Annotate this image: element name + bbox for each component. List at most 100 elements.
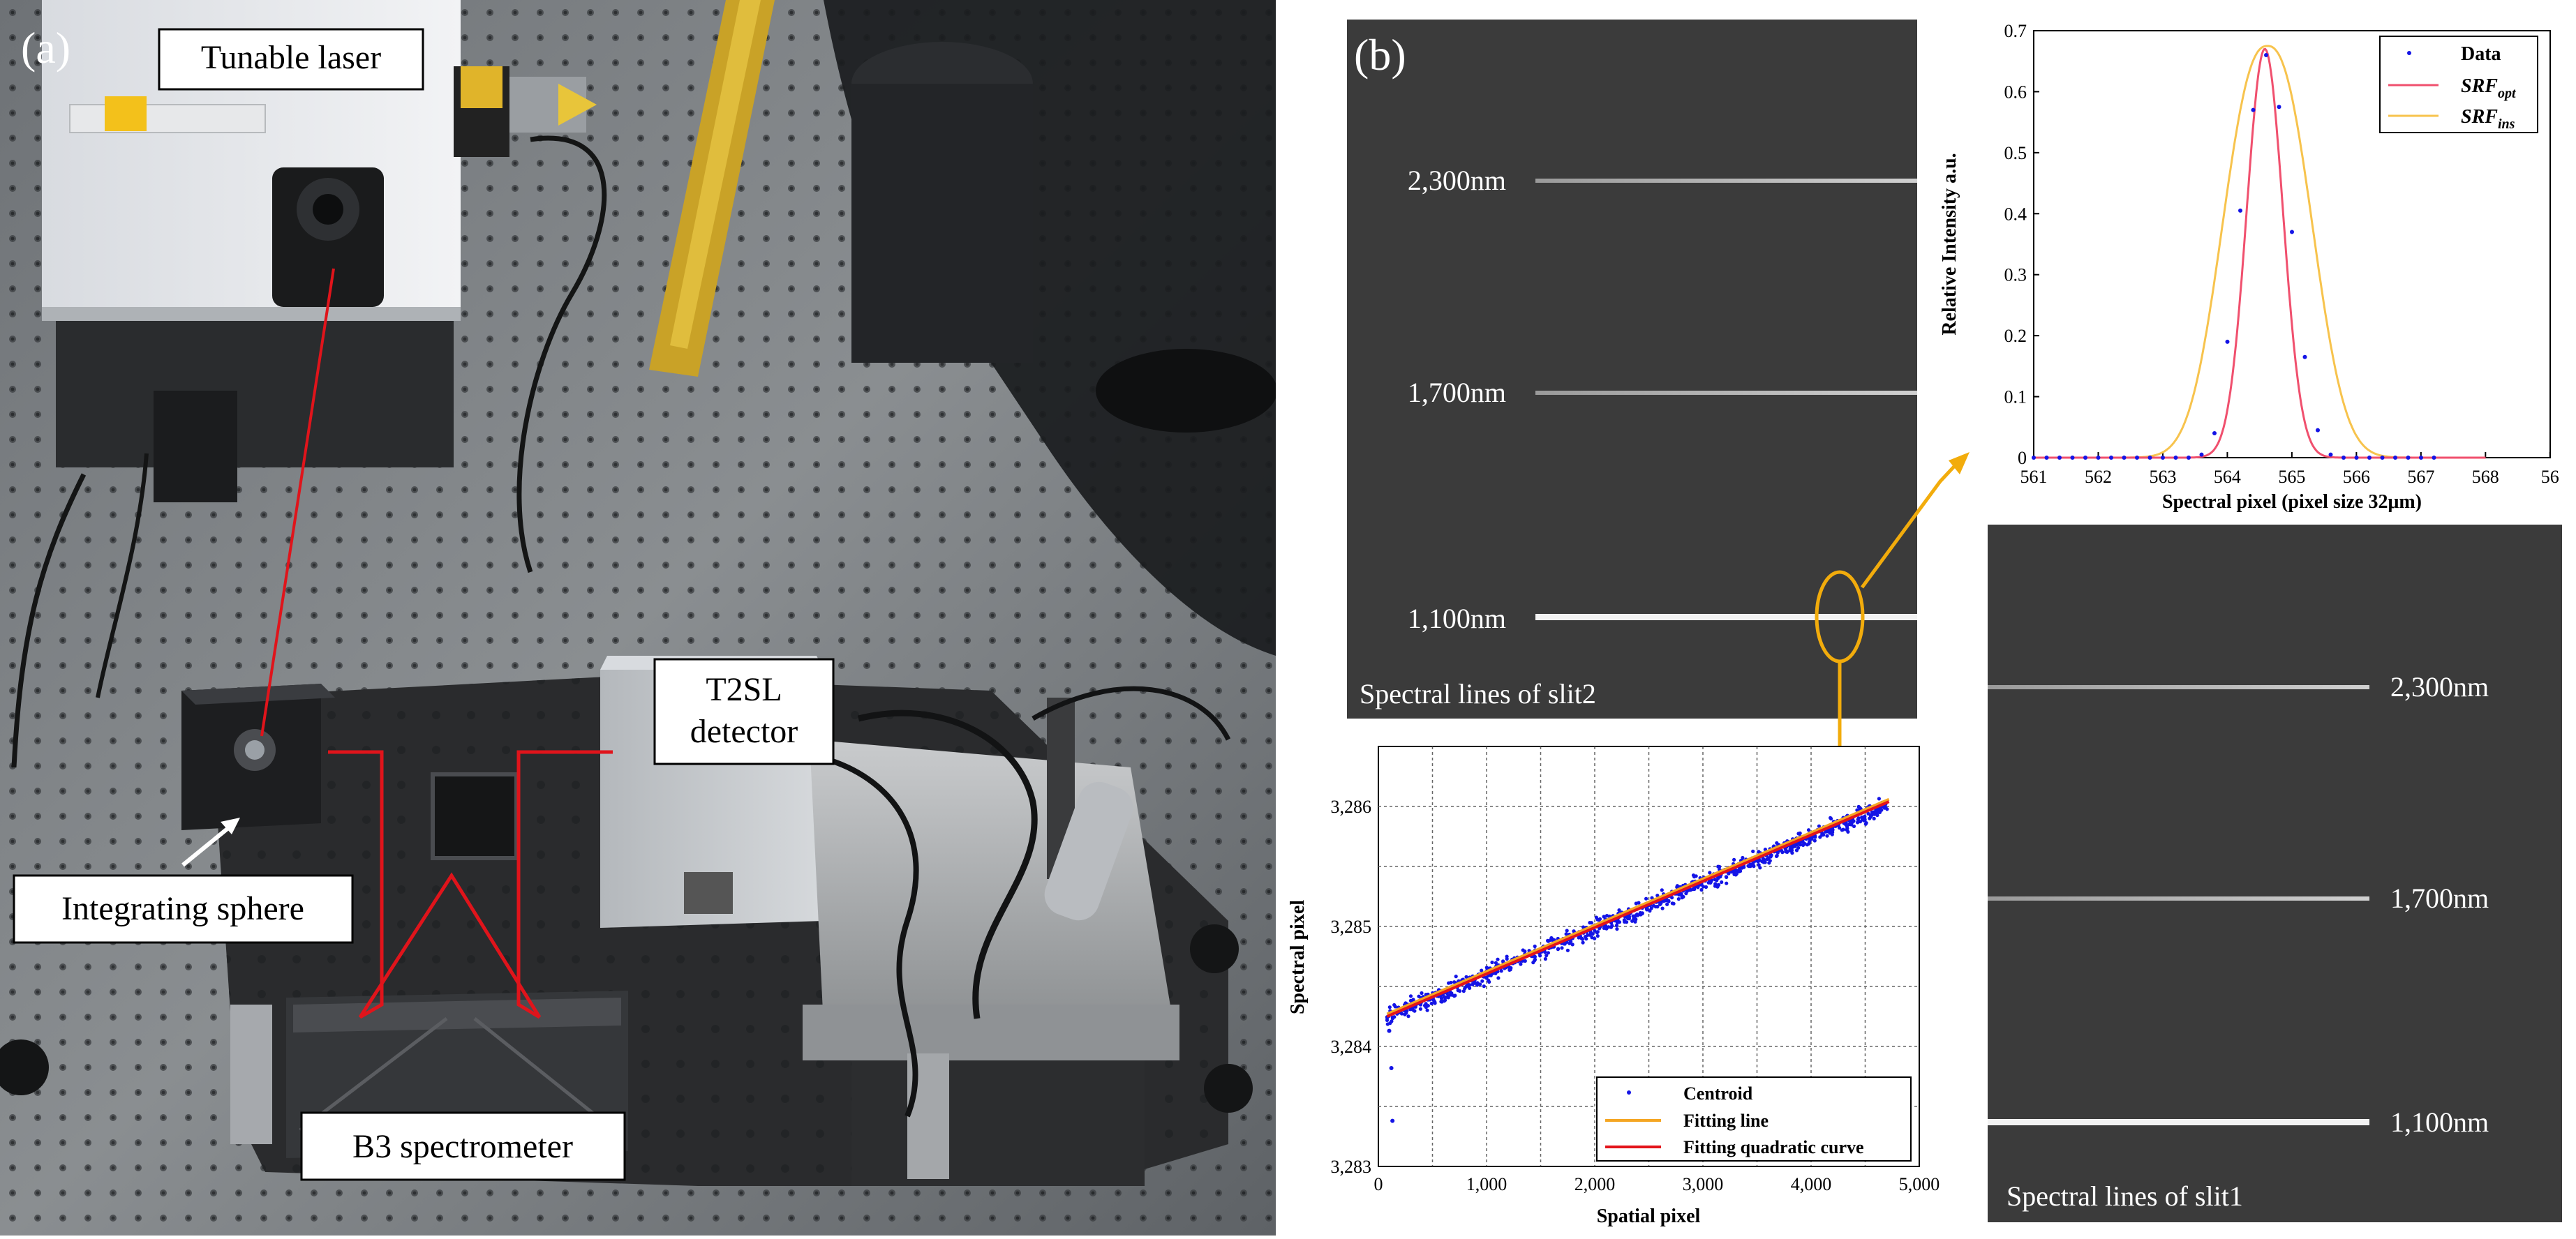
centroid-point [1461,989,1466,993]
centroid-point [1667,899,1671,903]
centroid-point [1568,941,1572,945]
slit1-label-1700: 1,700nm [2390,883,2489,914]
centroid-outlier [1387,1028,1392,1033]
centroid-legend-quad: Fitting quadratic curve [1683,1137,1864,1157]
slit2-line-1100 [1535,614,1917,620]
centroid-point [1826,829,1830,833]
srf-legend-ins: SRFins [2461,106,2515,132]
srf-data-point [2032,456,2036,460]
centroid-point [1480,979,1484,983]
srf-data-point [2251,107,2256,112]
centroid-point [1595,934,1600,938]
centroid-point [1464,975,1468,979]
srf-data-point [2419,456,2423,460]
centroid-point [1387,1005,1392,1009]
centroid-point [1595,931,1599,935]
centroid-legend-centroid: Centroid [1683,1083,1753,1104]
srf-data-point [2328,452,2333,457]
srf-ytick-label: 0.6 [2004,82,2027,102]
callout-sphere-label: Integrating sphere [61,890,304,927]
centroid-point [1388,1021,1392,1026]
slit1-caption: Spectral lines of slit1 [2007,1180,2243,1212]
centroid-point [1856,818,1860,822]
srf-legend-opt: SRFopt [2461,75,2517,101]
callout-detector-label-2: detector [690,713,798,750]
centroid-point [1543,950,1547,954]
slit1-label-1100: 1,100nm [2390,1106,2489,1138]
srf-xtick-label: 564 [2214,467,2241,487]
centroid-point [1505,956,1509,961]
srf-xtick-label: 56 [2541,467,2559,487]
slit2-line-2300 [1535,179,1917,183]
centroid-xlabel: Spatial pixel [1597,1206,1701,1227]
centroid-point [1870,810,1875,814]
srf-ytick-label: 0 [2018,448,2027,468]
centroid-point [1882,806,1886,810]
chart-centroid: 3,283 3,284 3,285 3,286 0 1,000 2,000 3,000 4,0… [1287,746,1940,1227]
srf-data-point [2290,230,2294,234]
srf-legend-opt-main: SRF [2461,75,2498,97]
slit2-label-1700: 1,700nm [1408,377,1506,408]
centroid-point [1725,881,1729,885]
centroid-point [1655,904,1660,909]
centroid-point [1845,827,1849,832]
centroid-point [1863,814,1867,818]
srf-data-point [2083,456,2087,460]
centroid-point [1655,894,1660,898]
centroid-point [1825,834,1829,838]
centroid-ylabel: Spectral pixel [1287,900,1309,1014]
srf-xtick-label: 567 [2407,467,2434,487]
callout-b3-spectrometer: B3 spectrometer [300,1111,626,1181]
centroid-point [1757,863,1761,867]
centroid-point [1862,818,1866,823]
centroid-point [1757,859,1761,863]
centroid-point [1725,875,1729,879]
centroid-point [1494,961,1498,965]
srf-data-point [2277,105,2281,110]
centroid-point [1637,901,1641,905]
centroid-point [1564,932,1568,936]
photo-panel-a: Tunable laser T2SL detector Integrating … [0,0,1277,1236]
callout-spectrometer-label: B3 spectrometer [352,1128,573,1165]
centroid-point [1533,959,1537,963]
centroid-point [1877,797,1881,801]
centroid-point [1715,878,1719,883]
slit1-image: 2,300nm 1,700nm 1,100nm Spectral lines o… [1988,525,2562,1222]
srf-legend: Data SRFopt SRFins [2379,36,2538,133]
slit1-line-1700 [1988,896,2369,901]
centroid-point [1590,936,1594,940]
centroid-point [1390,1015,1394,1019]
centroid-fitting-line [1386,797,1890,1016]
srf-xtick-label: 565 [2278,467,2305,487]
centroid-point [1443,996,1447,1000]
centroid-point [1875,813,1879,817]
centroid-point [1699,887,1704,892]
centroid-point [1808,840,1812,844]
centroid-point [1458,989,1462,993]
centroid-point [1713,882,1718,886]
srf-ytick-label: 0.1 [2004,387,2027,407]
srf-data-point [2109,456,2113,460]
centroid-ytick-label: 3,285 [1331,917,1372,937]
centroid-point [1706,880,1711,885]
centroid-point [1543,956,1547,961]
callout-arrow-to-srf-head [1949,452,1970,474]
srf-data-point [2122,456,2127,460]
centroid-point [1556,947,1560,952]
centroid-point [1597,918,1601,922]
centroid-point [1560,946,1564,950]
centroid-point [1648,909,1652,913]
centroid-point [1385,1018,1390,1022]
centroid-point [1490,960,1494,965]
centroid-point [1765,857,1769,862]
centroid-outlier [1389,1065,1394,1070]
srf-ytick-label: 0.5 [2004,143,2027,163]
centroid-point [1475,981,1480,985]
centroid-point [1393,1005,1397,1009]
centroid-point [1420,991,1424,996]
centroid-point [1812,839,1817,843]
callout-arrow-to-srf [1860,459,1961,589]
centroid-point [1439,1000,1443,1004]
srf-data-point [2199,452,2204,457]
centroid-point [1443,998,1447,1003]
